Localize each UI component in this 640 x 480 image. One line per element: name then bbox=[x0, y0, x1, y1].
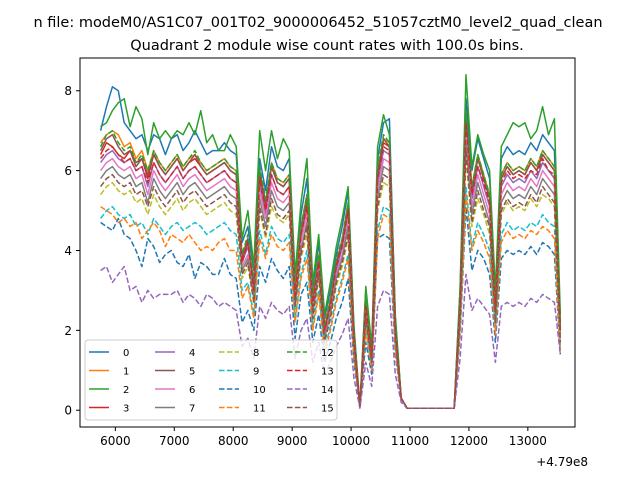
series-layer bbox=[99, 74, 562, 409]
legend-frame bbox=[84, 339, 338, 421]
legend-item-11: 11 bbox=[219, 404, 266, 415]
legend-label: 6 bbox=[189, 385, 195, 396]
x-tick-label: 10000 bbox=[332, 434, 370, 448]
legend-item-4: 4 bbox=[155, 348, 195, 359]
x-axis: 6000 7000 8000 9000 10000 11000 12000 13000 bbox=[100, 427, 547, 448]
x-offset-label: +4.79e8 bbox=[536, 455, 588, 469]
legend-item-3: 3 bbox=[89, 404, 129, 415]
legend-label: 10 bbox=[253, 385, 266, 396]
legend-item-6: 6 bbox=[155, 385, 195, 396]
y-tick-label: 8 bbox=[64, 84, 72, 98]
x-tick-label: 8000 bbox=[218, 434, 249, 448]
legend-item-14: 14 bbox=[287, 385, 334, 396]
series-line-8 bbox=[99, 157, 562, 409]
legend-label: 14 bbox=[321, 385, 334, 396]
legend-item-10: 10 bbox=[219, 385, 266, 396]
legend-item-8: 8 bbox=[219, 348, 259, 359]
series-line-15 bbox=[99, 149, 562, 409]
legend-item-5: 5 bbox=[155, 367, 195, 378]
legend-label: 8 bbox=[253, 348, 259, 359]
y-tick-label: 2 bbox=[64, 324, 72, 338]
legend-label: 15 bbox=[321, 404, 334, 415]
legend-item-0: 0 bbox=[89, 348, 129, 359]
series-line-0 bbox=[99, 86, 562, 409]
series-line-11 bbox=[100, 193, 562, 409]
legend-item-2: 2 bbox=[89, 385, 129, 396]
legend-label: 4 bbox=[189, 348, 195, 359]
legend-label: 2 bbox=[123, 385, 129, 396]
x-tick-label: 7000 bbox=[159, 434, 190, 448]
x-tick-label: 13000 bbox=[509, 434, 547, 448]
legend-item-15: 15 bbox=[287, 404, 334, 415]
legend-label: 3 bbox=[123, 404, 129, 415]
legend-item-12: 12 bbox=[287, 348, 334, 359]
chart-title: Quadrant 2 module wise count rates with … bbox=[130, 38, 524, 54]
plot-frame bbox=[79, 57, 576, 428]
x-tick-label: 12000 bbox=[450, 434, 488, 448]
y-tick-label: 4 bbox=[64, 244, 72, 258]
legend-item-13: 13 bbox=[287, 367, 334, 378]
y-tick-label: 0 bbox=[64, 404, 72, 418]
x-tick-label: 9000 bbox=[277, 434, 308, 448]
legend-label: 12 bbox=[321, 348, 334, 359]
legend-label: 0 bbox=[123, 348, 129, 359]
legend-item-9: 9 bbox=[219, 367, 259, 378]
y-tick-label: 6 bbox=[64, 164, 72, 178]
x-tick-label: 11000 bbox=[391, 434, 429, 448]
series-line-9 bbox=[99, 185, 562, 409]
series-line-14 bbox=[100, 265, 562, 409]
legend-label: 13 bbox=[321, 367, 334, 378]
legend-label: 5 bbox=[189, 367, 195, 378]
series-line-2 bbox=[100, 74, 562, 409]
figure-suptitle: n file: modeM0/AS1C07_001T02_9000006452_… bbox=[33, 15, 602, 31]
legend-label: 9 bbox=[253, 367, 259, 378]
x-tick-label: 6000 bbox=[100, 434, 131, 448]
y-axis: 0 2 4 6 8 bbox=[64, 84, 80, 418]
series-line-12 bbox=[99, 109, 562, 409]
legend-label: 7 bbox=[189, 404, 195, 415]
series-line-13 bbox=[99, 121, 562, 409]
legend-item-7: 7 bbox=[155, 404, 195, 415]
legend-item-1: 1 bbox=[89, 367, 129, 378]
legend-label: 1 bbox=[123, 367, 129, 378]
legend-label: 11 bbox=[253, 404, 266, 415]
